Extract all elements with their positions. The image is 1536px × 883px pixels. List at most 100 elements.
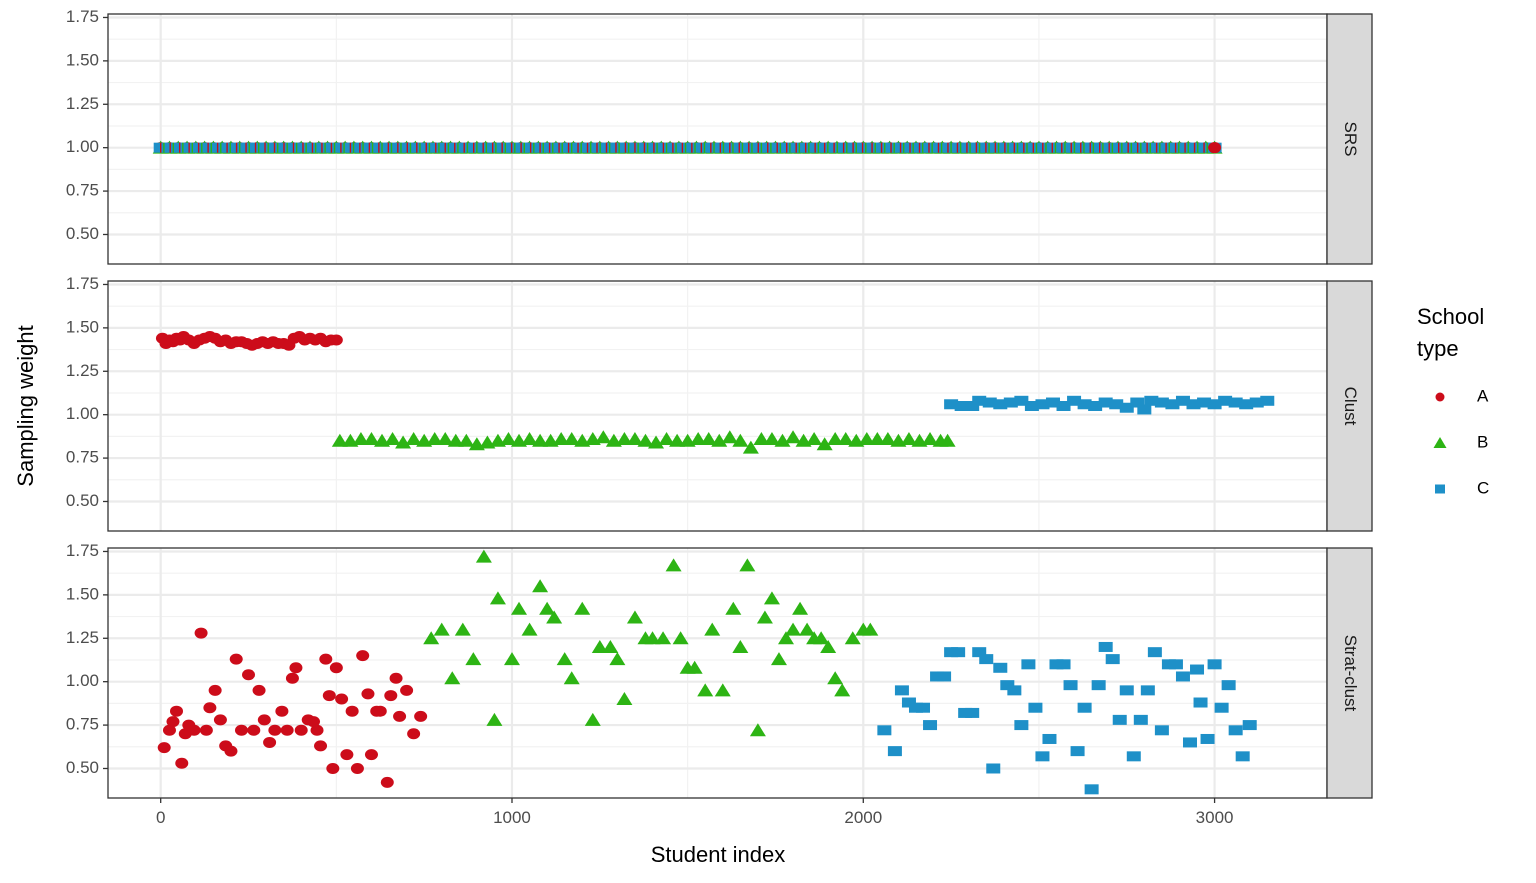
data-point (203, 702, 217, 714)
data-point (171, 142, 186, 153)
data-point (1228, 397, 1243, 408)
data-point (697, 683, 714, 697)
data-point (616, 431, 633, 445)
y-tick-label: 0.50 (66, 224, 99, 243)
data-point (591, 639, 608, 653)
strip-background (1326, 280, 1373, 532)
data-point (1154, 142, 1169, 153)
data-point (247, 724, 261, 736)
data-point (827, 671, 844, 685)
data-point (715, 142, 730, 153)
data-point (785, 430, 802, 444)
data-point (522, 142, 537, 153)
data-point (157, 742, 171, 754)
data-point (563, 431, 580, 445)
data-point (373, 142, 388, 153)
data-point (250, 142, 265, 153)
data-point (1035, 751, 1050, 762)
data-point (187, 724, 201, 736)
series-a (157, 627, 428, 788)
data-point (785, 622, 802, 636)
data-point (862, 622, 879, 636)
data-point (749, 723, 766, 737)
data-point (669, 433, 686, 447)
data-point (763, 431, 780, 445)
data-point (340, 749, 354, 761)
data-point (774, 433, 791, 447)
data-point (732, 433, 749, 447)
x-tick-label: 3000 (1196, 808, 1234, 827)
data-point (768, 142, 783, 153)
data-point (302, 142, 317, 153)
series-group (155, 331, 1275, 454)
data-point (813, 631, 830, 645)
data-point (380, 776, 394, 788)
data-point (241, 142, 256, 153)
data-point (1207, 399, 1222, 410)
data-point (1000, 680, 1015, 691)
data-point (310, 724, 324, 736)
data-point (503, 652, 520, 666)
data-point (619, 142, 634, 153)
data-point (917, 142, 932, 153)
data-point (753, 431, 770, 445)
data-point (322, 690, 336, 702)
data-point (1235, 751, 1250, 762)
strip-background (1326, 13, 1373, 265)
data-point (399, 142, 414, 153)
data-point (489, 591, 506, 605)
data-point (257, 714, 271, 726)
data-point (242, 669, 256, 681)
data-point (1221, 680, 1236, 691)
data-point (732, 639, 749, 653)
data-point (724, 142, 739, 153)
data-point (944, 647, 959, 658)
data-point (1056, 659, 1071, 670)
data-point (213, 714, 227, 726)
data-point (965, 401, 980, 411)
data-point (407, 728, 421, 740)
data-point (1028, 702, 1043, 713)
data-point (1198, 142, 1213, 153)
data-point (532, 579, 549, 593)
data-point (954, 401, 969, 411)
data-point (1112, 714, 1127, 725)
data-point (1077, 702, 1092, 713)
data-point (756, 610, 773, 624)
data-point (1175, 671, 1190, 682)
data-point (465, 652, 482, 666)
y-tick-label: 0.75 (66, 715, 99, 734)
data-point (475, 549, 492, 563)
data-point (891, 142, 906, 153)
data-point (742, 440, 759, 454)
data-point (894, 685, 909, 696)
data-point (645, 142, 660, 153)
data-point (170, 705, 184, 717)
data-point (575, 142, 590, 153)
panel-clust: Clust 0.50 0.75 1.00 1.25 1.50 1.75 (66, 274, 1373, 532)
legend-key-a: A (1435, 386, 1489, 405)
data-point (320, 142, 335, 153)
data-point (229, 653, 243, 665)
data-point (827, 431, 844, 445)
x-tick-label: 1000 (493, 808, 531, 827)
data-point (1242, 720, 1257, 731)
data-point (307, 716, 321, 728)
data-point (1110, 142, 1125, 153)
series-group (157, 549, 1257, 795)
data-point (935, 142, 950, 153)
data-point (1003, 397, 1018, 408)
y-tick-label: 1.50 (66, 50, 99, 69)
data-point (1126, 751, 1141, 762)
data-point (1147, 647, 1162, 658)
data-point (654, 142, 669, 153)
data-point (275, 705, 289, 717)
data-point (389, 672, 403, 684)
data-point (648, 435, 665, 449)
data-point (166, 716, 180, 728)
data-point (820, 639, 837, 653)
data-point (858, 431, 875, 445)
data-point (294, 724, 308, 736)
data-point (521, 431, 538, 445)
data-point (610, 142, 625, 153)
